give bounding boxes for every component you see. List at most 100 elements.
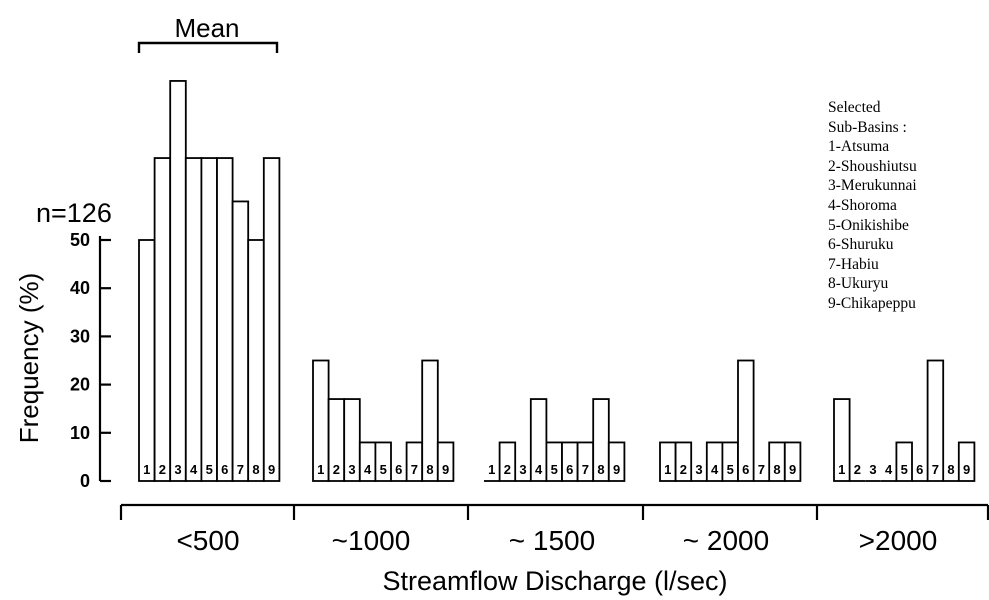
bar-number-label: 1 xyxy=(143,462,150,477)
bar-number-label: 7 xyxy=(411,462,418,477)
bar xyxy=(592,398,610,482)
bar-number-label: 6 xyxy=(916,462,923,477)
legend-line: 1-Atsuma xyxy=(828,138,890,156)
bar-number-label: 3 xyxy=(869,462,876,477)
bar-number-label: 4 xyxy=(190,462,198,477)
bar xyxy=(529,398,548,482)
bar-number-label: 4 xyxy=(535,462,543,477)
bar xyxy=(138,239,156,482)
x-group-label: >2000 xyxy=(859,525,938,556)
bars xyxy=(138,80,976,482)
bar-number-label: 6 xyxy=(566,462,573,477)
legend-line: 7-Habiu xyxy=(828,255,879,273)
bar-number-label: 9 xyxy=(789,462,796,477)
y-tick-label: 0 xyxy=(80,471,90,491)
bar-number-label: 3 xyxy=(695,462,702,477)
bar xyxy=(436,441,455,482)
bar-number-label: 1 xyxy=(838,462,845,477)
bar xyxy=(498,441,517,482)
bar xyxy=(247,239,265,482)
bar xyxy=(262,157,281,482)
bar-number-label: 9 xyxy=(442,462,449,477)
bar xyxy=(153,157,172,482)
bar-number-label: 7 xyxy=(758,462,765,477)
legend-line: 6-Shuruku xyxy=(828,236,894,254)
bar xyxy=(169,80,187,482)
bar-number-label: 8 xyxy=(252,462,259,477)
axes: 0 10 20 30 40 50 <500 ~1000 ~ 1500 ~ 2000 >2000 xyxy=(70,41,989,556)
bar-number-label: 8 xyxy=(947,462,954,477)
bar-number-label: 3 xyxy=(174,462,181,477)
legend-line: 8-Ukuryu xyxy=(828,275,889,293)
bar-number-label: 9 xyxy=(613,462,620,477)
bar xyxy=(607,441,626,482)
bar-number-label: 5 xyxy=(206,462,213,477)
bar-number-label: 9 xyxy=(268,462,275,477)
legend-line: 9-Chikapeppu xyxy=(828,294,916,312)
bar xyxy=(674,441,693,482)
legend-line: 2-Shoushiutsu xyxy=(828,157,917,175)
bar xyxy=(200,157,218,482)
bar-number-label: 6 xyxy=(221,462,228,477)
legend-line: 5-Onikishibe xyxy=(828,216,909,234)
bar-number-label: 5 xyxy=(551,462,558,477)
y-tick-label: 20 xyxy=(70,375,90,395)
bar xyxy=(231,200,250,482)
bar-number-label: 5 xyxy=(901,462,908,477)
bar xyxy=(783,441,802,482)
bar-number-label: 7 xyxy=(932,462,939,477)
y-tick-label: 40 xyxy=(70,278,90,298)
bar-number-label: 3 xyxy=(348,462,355,477)
x-group-label: ~1000 xyxy=(332,525,411,556)
mean-bracket-label: Mean xyxy=(174,13,239,43)
y-tick-label: 10 xyxy=(70,423,90,443)
bar-number-label: 2 xyxy=(504,462,511,477)
bar-number-label: 1 xyxy=(664,462,671,477)
bar-number-label: 2 xyxy=(333,462,340,477)
x-group-label: ~ 1500 xyxy=(509,525,595,556)
bar xyxy=(957,441,976,482)
bar-number-label: 6 xyxy=(742,462,749,477)
bar-number-label: 4 xyxy=(711,462,719,477)
y-tick-label: 50 xyxy=(70,230,90,250)
bar xyxy=(833,398,851,482)
mean-bracket xyxy=(137,41,279,53)
bar xyxy=(926,359,945,482)
bar-number-label: 5 xyxy=(380,462,387,477)
bar xyxy=(184,157,203,482)
bar xyxy=(216,157,234,482)
bar-number-label: 1 xyxy=(317,462,324,477)
bar-number-label: 1 xyxy=(488,462,495,477)
bar xyxy=(895,441,913,482)
bar xyxy=(737,359,755,482)
bar-number-label: 2 xyxy=(680,462,687,477)
bar-number-label: 4 xyxy=(885,462,893,477)
bar-number-label: 2 xyxy=(159,462,166,477)
x-axis-title: Streamflow Discharge (l/sec) xyxy=(382,566,727,596)
legend-line: 4-Shoroma xyxy=(828,196,897,214)
bar xyxy=(421,359,439,482)
y-tick-label: 30 xyxy=(70,326,90,346)
bar-number-label: 7 xyxy=(582,462,589,477)
bar-number-label: 2 xyxy=(854,462,861,477)
bar-number-label: 8 xyxy=(597,462,604,477)
bar-number-label: 6 xyxy=(395,462,402,477)
legend-line: Sub-Basins : xyxy=(828,118,907,136)
sub-basin-legend: Selected Sub-Basins : 1-Atsuma 2-Shoushiuts… xyxy=(828,98,917,314)
y-axis-title: Frequency (%) xyxy=(14,273,44,444)
bar-number-label: 8 xyxy=(426,462,433,477)
bar-number-label: 8 xyxy=(773,462,780,477)
bar-number-label: 5 xyxy=(727,462,734,477)
bar xyxy=(374,441,392,482)
bar-number-label: 9 xyxy=(963,462,970,477)
sample-size-label: n=126 xyxy=(36,198,112,228)
x-group-label: ~ 2000 xyxy=(683,525,769,556)
annotations: Mean n=126 Frequency (%) Streamflow Disc… xyxy=(14,13,728,596)
legend-line: 3-Merukunnai xyxy=(828,177,917,195)
bar xyxy=(343,398,361,482)
bar-number-label: 7 xyxy=(237,462,244,477)
legend-line: Selected xyxy=(828,99,881,116)
bar-number-label: 4 xyxy=(364,462,372,477)
